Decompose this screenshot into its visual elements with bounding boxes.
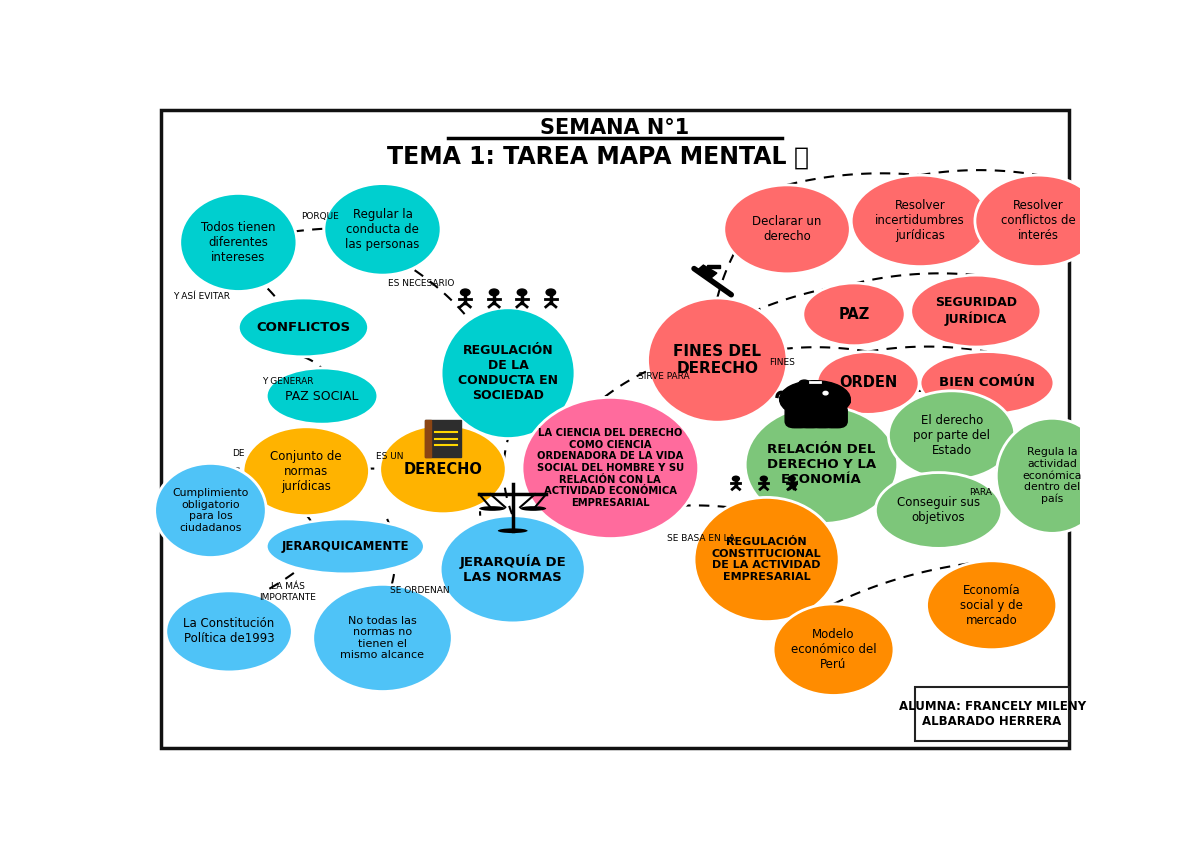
Text: SEGURIDAD
JURÍDICA: SEGURIDAD JURÍDICA: [935, 296, 1016, 326]
Text: RELACIÓN DEL
DERECHO Y LA
ECONOMÍA: RELACIÓN DEL DERECHO Y LA ECONOMÍA: [767, 443, 876, 486]
Circle shape: [461, 289, 470, 295]
Ellipse shape: [155, 464, 266, 558]
Text: SE ORDENAN: SE ORDENAN: [390, 587, 450, 595]
Circle shape: [546, 289, 556, 295]
Ellipse shape: [780, 380, 851, 418]
Ellipse shape: [479, 506, 505, 511]
Text: ES UN: ES UN: [376, 452, 403, 461]
Text: PAZ: PAZ: [839, 306, 870, 322]
Text: ALUMNA: FRANCELY MILENY
ALBARADO HERRERA: ALUMNA: FRANCELY MILENY ALBARADO HERRERA: [899, 700, 1086, 728]
Circle shape: [761, 476, 767, 481]
FancyBboxPatch shape: [425, 420, 461, 457]
Text: Regular la
conducta de
las personas: Regular la conducta de las personas: [346, 208, 420, 250]
Text: JERARQUÍA DE
LAS NORMAS: JERARQUÍA DE LAS NORMAS: [460, 554, 566, 584]
Ellipse shape: [522, 397, 698, 538]
Text: Modelo
económico del
Perú: Modelo económico del Perú: [791, 628, 876, 672]
Ellipse shape: [911, 275, 1040, 347]
Text: Regula la
actividad
económica
dentro del
país: Regula la actividad económica dentro del…: [1022, 447, 1081, 504]
Ellipse shape: [888, 391, 1015, 480]
Ellipse shape: [520, 506, 546, 511]
Circle shape: [732, 476, 739, 481]
Text: SEMANA N°1: SEMANA N°1: [540, 118, 690, 138]
Text: PAZ SOCIAL: PAZ SOCIAL: [286, 390, 359, 402]
FancyBboxPatch shape: [916, 687, 1069, 740]
FancyBboxPatch shape: [707, 265, 720, 268]
Text: Cumplimiento
obligatorio
para los
ciudadanos: Cumplimiento obligatorio para los ciudad…: [173, 488, 248, 533]
Ellipse shape: [442, 308, 575, 439]
Text: DERECHO: DERECHO: [403, 462, 482, 477]
FancyBboxPatch shape: [810, 404, 835, 428]
Ellipse shape: [180, 194, 296, 291]
Ellipse shape: [313, 584, 452, 692]
Ellipse shape: [920, 351, 1054, 414]
Ellipse shape: [440, 515, 586, 623]
Text: REGULACIÓN
CONSTITUCIONAL
DE LA ACTIVIDAD
EMPRESARIAL: REGULACIÓN CONSTITUCIONAL DE LA ACTIVIDA…: [712, 537, 822, 582]
Text: DE: DE: [232, 449, 245, 458]
Ellipse shape: [266, 519, 425, 574]
FancyBboxPatch shape: [785, 404, 810, 428]
Circle shape: [490, 289, 499, 295]
Text: FINES: FINES: [769, 357, 796, 367]
Text: Y ASÍ EVITAR: Y ASÍ EVITAR: [173, 292, 229, 301]
Text: SIRVE PARA: SIRVE PARA: [638, 372, 690, 381]
Text: Resolver
conflictos de
interés: Resolver conflictos de interés: [1001, 200, 1075, 242]
Circle shape: [823, 391, 828, 395]
Text: TEMA 1: TAREA MAPA MENTAL: TEMA 1: TAREA MAPA MENTAL: [388, 145, 787, 170]
Ellipse shape: [648, 298, 787, 422]
Ellipse shape: [851, 175, 989, 267]
Ellipse shape: [239, 298, 368, 357]
Ellipse shape: [242, 427, 370, 515]
Text: 🧠: 🧠: [793, 145, 809, 170]
Text: ES NECESARIO: ES NECESARIO: [389, 279, 455, 288]
Ellipse shape: [974, 175, 1102, 267]
Text: FINES DEL
DERECHO: FINES DEL DERECHO: [673, 344, 761, 376]
Ellipse shape: [745, 406, 898, 524]
Text: Todos tienen
diferentes
intereses: Todos tienen diferentes intereses: [202, 221, 276, 264]
Text: REGULACIÓN
DE LA
CONDUCTA EN
SOCIEDAD: REGULACIÓN DE LA CONDUCTA EN SOCIEDAD: [458, 344, 558, 402]
Ellipse shape: [324, 183, 442, 275]
Circle shape: [788, 476, 796, 481]
Text: No todas las
normas no
tienen el
mismo alcance: No todas las normas no tienen el mismo a…: [341, 616, 425, 661]
Text: Conseguir sus
objetivos: Conseguir sus objetivos: [898, 497, 980, 525]
Text: PORQUE: PORQUE: [301, 211, 340, 221]
Text: PARA: PARA: [970, 488, 992, 498]
Circle shape: [517, 289, 527, 295]
Text: BIEN COMÚN: BIEN COMÚN: [940, 376, 1034, 390]
Text: Economía
social y de
mercado: Economía social y de mercado: [960, 584, 1024, 627]
Ellipse shape: [773, 604, 894, 695]
Ellipse shape: [166, 591, 293, 672]
Text: CONFLICTOS: CONFLICTOS: [257, 321, 350, 334]
Ellipse shape: [694, 498, 839, 621]
Text: Resolver
incertidumbres
jurídicas: Resolver incertidumbres jurídicas: [875, 200, 965, 242]
Ellipse shape: [803, 283, 905, 346]
Text: JERARQUICAMENTE: JERARQUICAMENTE: [282, 540, 409, 553]
Ellipse shape: [266, 368, 378, 424]
Text: Declarar un
derecho: Declarar un derecho: [752, 216, 822, 244]
Text: La Constitución
Política de1993: La Constitución Política de1993: [184, 617, 275, 645]
Ellipse shape: [498, 528, 528, 533]
Text: LA CIENCIA DEL DERECHO
COMO CIENCIA
ORDENADORA DE LA VIDA
SOCIAL DEL HOMBRE Y SU: LA CIENCIA DEL DERECHO COMO CIENCIA ORDE…: [536, 428, 684, 508]
Text: LA MÁS
IMPORTANTE: LA MÁS IMPORTANTE: [259, 582, 316, 602]
Ellipse shape: [724, 185, 851, 274]
FancyBboxPatch shape: [697, 265, 716, 278]
Text: SE BASA EN LA: SE BASA EN LA: [666, 534, 734, 543]
Ellipse shape: [799, 380, 810, 386]
Text: El derecho
por parte del
Estado: El derecho por parte del Estado: [913, 413, 990, 457]
Ellipse shape: [379, 424, 506, 514]
Ellipse shape: [817, 351, 919, 414]
Ellipse shape: [926, 561, 1057, 649]
FancyBboxPatch shape: [798, 404, 822, 428]
Ellipse shape: [833, 397, 851, 406]
FancyBboxPatch shape: [425, 420, 431, 457]
Text: Y GENERAR: Y GENERAR: [262, 376, 313, 385]
Ellipse shape: [876, 473, 1002, 548]
Text: Conjunto de
normas
jurídicas: Conjunto de normas jurídicas: [270, 450, 342, 492]
Text: ORDEN: ORDEN: [839, 375, 898, 391]
FancyBboxPatch shape: [822, 404, 847, 428]
Ellipse shape: [996, 419, 1108, 533]
